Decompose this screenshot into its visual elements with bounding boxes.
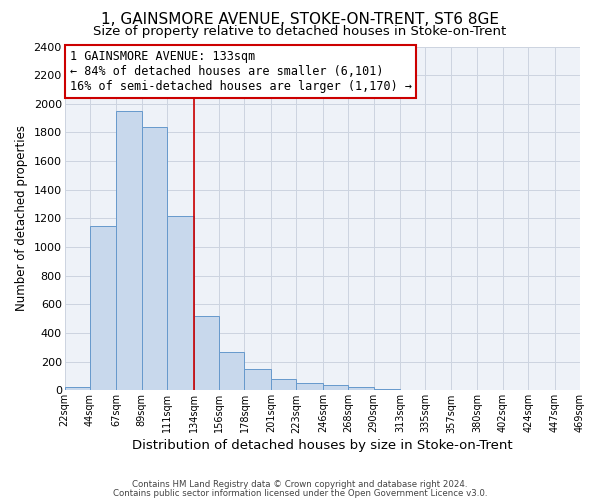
Bar [65, 387, 90, 390]
Bar [244, 369, 271, 390]
Text: Contains HM Land Registry data © Crown copyright and database right 2024.: Contains HM Land Registry data © Crown c… [132, 480, 468, 489]
Bar [90, 226, 116, 390]
Bar [271, 379, 296, 390]
Bar [348, 387, 374, 390]
Bar [296, 383, 323, 390]
Bar [323, 384, 348, 390]
Bar [194, 316, 219, 390]
Bar [142, 126, 167, 390]
Y-axis label: Number of detached properties: Number of detached properties [15, 126, 28, 312]
Text: 1, GAINSMORE AVENUE, STOKE-ON-TRENT, ST6 8GE: 1, GAINSMORE AVENUE, STOKE-ON-TRENT, ST6… [101, 12, 499, 26]
Bar [219, 352, 244, 391]
Bar [116, 111, 142, 390]
Text: Contains public sector information licensed under the Open Government Licence v3: Contains public sector information licen… [113, 489, 487, 498]
Bar [374, 389, 400, 390]
Text: Size of property relative to detached houses in Stoke-on-Trent: Size of property relative to detached ho… [94, 25, 506, 38]
Text: 1 GAINSMORE AVENUE: 133sqm
← 84% of detached houses are smaller (6,101)
16% of s: 1 GAINSMORE AVENUE: 133sqm ← 84% of deta… [70, 50, 412, 93]
Bar [167, 216, 194, 390]
X-axis label: Distribution of detached houses by size in Stoke-on-Trent: Distribution of detached houses by size … [132, 440, 512, 452]
